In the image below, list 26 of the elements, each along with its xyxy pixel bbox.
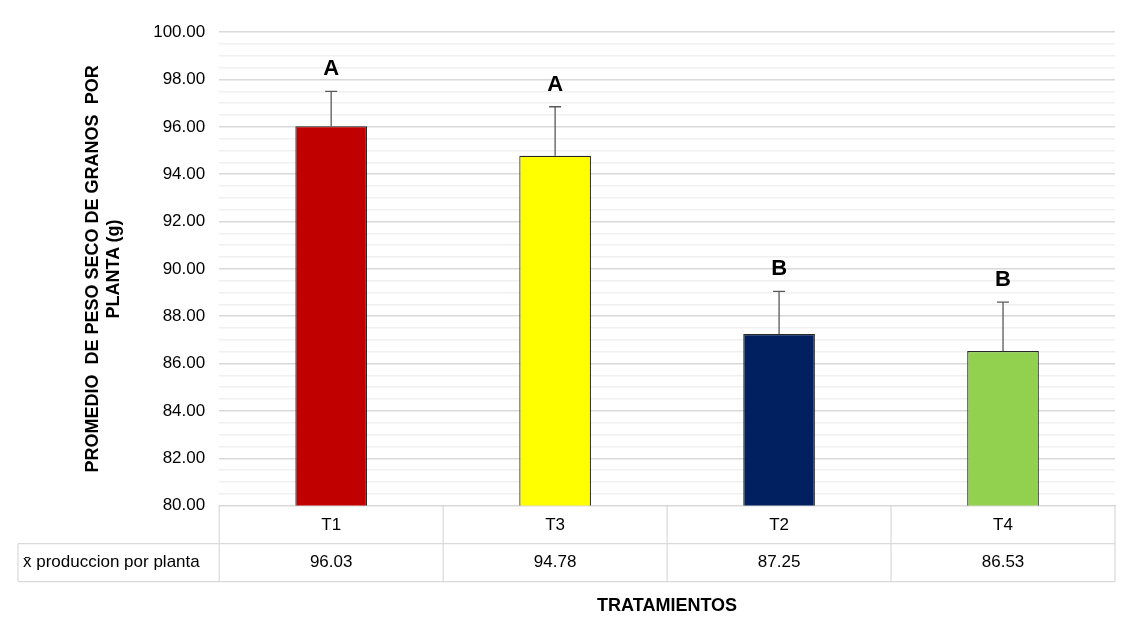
y-tick-label: 84.00 bbox=[162, 400, 206, 420]
text: x̄ produccion por planta bbox=[23, 552, 201, 572]
data-label: 94.78 bbox=[533, 552, 577, 572]
x-axis-title: TRATAMIENTOS bbox=[597, 594, 738, 615]
y-tick-label: 88.00 bbox=[162, 305, 206, 325]
annotation: B bbox=[771, 255, 788, 281]
y-tick-label: 80.00 bbox=[162, 495, 206, 515]
x-tick-label: T3 bbox=[545, 515, 566, 535]
x-tick-label: T1 bbox=[321, 515, 342, 535]
annotation: B bbox=[995, 266, 1011, 292]
y-tick-label: 98.00 bbox=[162, 69, 206, 89]
y-tick-label: 96.00 bbox=[162, 116, 206, 136]
y-tick-label: 92.00 bbox=[162, 211, 206, 231]
y-tick-label: 100.00 bbox=[153, 21, 206, 41]
data-label: 96.03 bbox=[309, 552, 353, 572]
data-label: 87.25 bbox=[757, 552, 801, 572]
annotation: A bbox=[323, 55, 340, 81]
x-tick-label: T4 bbox=[993, 515, 1013, 535]
y-tick-label: 90.00 bbox=[162, 258, 206, 278]
y-axis-title: PROMEDIO DE PESO SECO DE GRANOS POR PLANTA (g) bbox=[81, 65, 124, 473]
y-tick-label: 86.00 bbox=[162, 353, 206, 373]
y-tick-label: 82.00 bbox=[162, 447, 206, 467]
y-tick-label: 94.00 bbox=[162, 163, 206, 183]
x-tick-label: T2 bbox=[769, 515, 789, 535]
annotation: A bbox=[547, 70, 564, 96]
data-label: 86.53 bbox=[981, 552, 1025, 572]
